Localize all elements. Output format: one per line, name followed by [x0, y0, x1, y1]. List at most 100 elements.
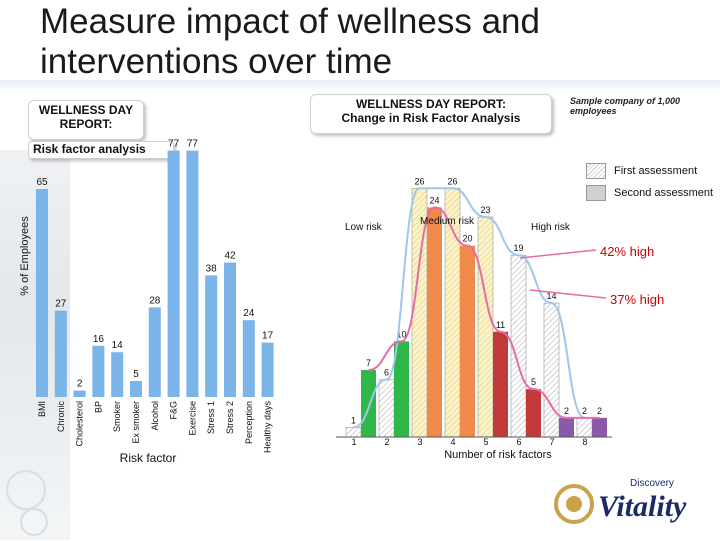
right-x-tick-label: 8: [582, 437, 587, 447]
left-bar: [111, 352, 124, 397]
left-bar: [73, 390, 86, 397]
left-category-label: Cholesterol: [75, 401, 85, 447]
second-assessment-bar: [394, 341, 409, 437]
left-bar: [205, 275, 218, 397]
left-category-label: BMI: [37, 401, 47, 417]
left-bar: [242, 320, 255, 397]
logo-small-text: Discovery: [630, 478, 674, 489]
left-bar-value: 38: [206, 263, 218, 274]
second-bar-value: 10: [396, 329, 406, 339]
left-bar: [167, 150, 180, 397]
left-category-label: Exercise: [187, 401, 197, 436]
left-bar: [36, 189, 48, 397]
right-x-tick-label: 4: [450, 437, 455, 447]
right-x-tick-label: 3: [417, 437, 422, 447]
left-category-label: Stress 2: [225, 401, 235, 434]
left-bar-value: 2: [77, 379, 83, 390]
second-assessment-bar: [559, 417, 574, 437]
first-assessment-bar: [576, 417, 593, 438]
risk-labels: Low risk Medium risk High risk: [345, 216, 571, 233]
legend-swatch-first: [586, 163, 606, 179]
legend: First assessment Second assessment: [586, 160, 713, 204]
second-assessment-bar: [427, 207, 442, 437]
left-bar-chart: 65 BMI 27 Chronic 2 Cholesterol 16 BP 14 Smoker 5 E…: [36, 139, 274, 465]
report-box-left-text: WELLNESS DAY REPORT:: [38, 103, 134, 131]
report-box-right-line1: WELLNESS DAY REPORT:: [355, 97, 507, 111]
pct-label-42: 42% high: [600, 244, 655, 259]
second-assessment-bar: [361, 370, 376, 437]
first-bar-value: 2: [582, 406, 587, 416]
second-assessment-bar: [526, 389, 541, 437]
report-box-left: WELLNESS DAY REPORT:: [28, 100, 144, 140]
left-bar-value: 17: [262, 331, 274, 342]
left-bar-value: 16: [93, 334, 105, 345]
left-bar: [130, 381, 142, 397]
left-category-label: Stress 1: [206, 401, 216, 434]
header-band: [0, 80, 720, 92]
second-bar-value: 24: [429, 195, 439, 205]
right-x-tick-label: 5: [483, 437, 488, 447]
left-bar-value: 42: [224, 251, 236, 262]
legend-item-second: Second assessment: [586, 182, 713, 204]
left-category-label: Healthy days: [263, 401, 273, 454]
left-bar: [54, 310, 67, 397]
report-box-right: WELLNESS DAY REPORT: Change in Risk Fact…: [310, 94, 552, 134]
bubble-decoration: [20, 508, 48, 536]
second-bar-value: 11: [496, 320, 505, 330]
subtitle: Risk factor analysis: [28, 141, 174, 159]
left-category-label: BP: [93, 401, 103, 413]
right-x-tick-label: 1: [351, 437, 356, 447]
first-assessment-bar: [345, 427, 362, 438]
risk-label-low: Low risk: [345, 222, 383, 233]
left-category-label: Smoker: [112, 401, 122, 432]
legend-swatch-second: [586, 185, 606, 201]
first-bar-value: 14: [546, 291, 556, 301]
second-bar-value: 20: [462, 234, 472, 244]
title-line-1: Measure impact of wellness and: [40, 2, 540, 41]
left-bar-value: 28: [149, 295, 161, 306]
first-assessment-bar: [543, 302, 560, 438]
first-bar-value: 19: [513, 243, 523, 253]
second-bar-value: 7: [366, 358, 371, 368]
risk-label-high: High risk: [531, 222, 571, 233]
first-assessment-bar: [477, 216, 494, 438]
left-bar: [224, 262, 236, 397]
second-assessment-bar: [592, 417, 607, 437]
sample-note: Sample company of 1,000 employees: [570, 96, 681, 116]
report-box-right-line2: Change in Risk Factor Analysis: [341, 111, 521, 125]
first-bar-value: 1: [351, 415, 356, 425]
left-bar: [148, 307, 161, 397]
first-assessment-curve: [353, 187, 585, 429]
left-bar: [261, 342, 274, 397]
pointer-42: [519, 249, 597, 259]
left-bar: [92, 345, 105, 397]
left-category-label: Ex smoker: [131, 401, 141, 444]
second-assessment-bar: [460, 245, 475, 437]
left-bar-value: 77: [168, 139, 180, 150]
second-assessment-bar: [493, 331, 508, 437]
left-category-label: Alcohol: [150, 401, 160, 431]
left-category-label: F&G: [169, 401, 179, 420]
legend-label-second: Second assessment: [614, 187, 714, 199]
second-bar-value: 2: [564, 406, 569, 416]
page-title: Measure impact of wellness and intervent…: [40, 2, 680, 82]
left-bar: [186, 150, 199, 397]
left-bar-value: 77: [187, 139, 199, 150]
left-category-label: Chronic: [56, 401, 66, 433]
left-bar-value: 24: [243, 308, 255, 319]
first-bar-value: 26: [414, 176, 424, 186]
left-bar-value: 65: [36, 177, 48, 188]
left-x-axis-label: Risk factor: [120, 451, 177, 465]
risk-curves: [353, 187, 607, 429]
first-bar-value: 6: [384, 368, 389, 378]
risk-label-medium: Medium risk: [420, 216, 475, 227]
title-line-2: interventions over time: [40, 42, 393, 81]
left-category-label: Perception: [244, 401, 254, 444]
pct-label-37: 37% high: [610, 292, 665, 307]
right-x-tick-label: 7: [549, 437, 554, 447]
legend-item-first: First assessment: [586, 160, 713, 182]
logo-mark-icon: [554, 484, 594, 524]
right-x-axis-label: Number of risk factors: [444, 449, 552, 461]
